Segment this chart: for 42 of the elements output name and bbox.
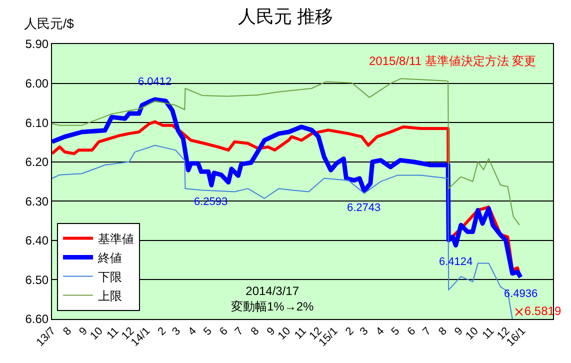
annotation: 2014/3/17 変動幅1%→2% <box>231 284 314 314</box>
annotation: 2015/8/11 基準値決定方法 変更 <box>369 54 536 68</box>
y-tick-label: 6.20 <box>25 155 49 170</box>
x-tick-label: 6 <box>218 325 230 338</box>
y-tick-label: 5.90 <box>25 37 49 52</box>
y-tick-label: 6.00 <box>25 76 49 90</box>
y-tick-label: 6.40 <box>25 234 49 248</box>
x-tick-label: 10 <box>464 325 481 342</box>
y-tick-label: 6.30 <box>25 194 49 208</box>
x-tick-label: 4 <box>374 325 387 338</box>
x-tick-label: 5 <box>202 325 214 338</box>
x-tick-label: 9 <box>452 325 466 338</box>
legend-label: 基準値 <box>98 232 134 246</box>
legend-label: 上限 <box>98 288 122 303</box>
x-tick-label: 11 <box>104 325 122 342</box>
x-tick-label: 4 <box>186 325 199 338</box>
legend-label: 終値 <box>97 250 122 265</box>
x-tick-label: 3 <box>170 325 183 338</box>
x-tick-label: 6 <box>405 325 418 338</box>
x-tick-label: 2 <box>344 325 356 338</box>
x-tick-label: 10 <box>88 325 106 342</box>
x-tick-label: 3 <box>358 325 371 338</box>
x-tick-label: 8 <box>61 325 74 338</box>
line-series <box>52 78 520 226</box>
x-tick-label: 7 <box>232 325 246 338</box>
x-tick-label: 9 <box>264 325 278 338</box>
x-tick-label: 8 <box>436 325 450 338</box>
y-tick-label: 6.50 <box>25 272 49 287</box>
x-tick-label: 5 <box>389 325 402 338</box>
x-tick-label: 10 <box>276 325 294 342</box>
x-tick-label: 9 <box>77 325 90 338</box>
annotation: 6.2743 <box>347 202 381 214</box>
x-tick-label: 11 <box>480 325 497 342</box>
x-tick-label: 11 <box>292 325 310 342</box>
y-tick-label: 6.60 <box>25 312 49 326</box>
x-tick-label: 2 <box>156 325 169 338</box>
chart-title: 人民元 推移 <box>238 6 334 27</box>
x-tick-label: 8 <box>248 325 262 338</box>
legend-label: 下限 <box>98 270 122 284</box>
x-tick-label: 7 <box>420 325 434 338</box>
y-tick-label: 6.10 <box>25 116 49 130</box>
y-axis-title: 人民元/$ <box>24 16 75 31</box>
